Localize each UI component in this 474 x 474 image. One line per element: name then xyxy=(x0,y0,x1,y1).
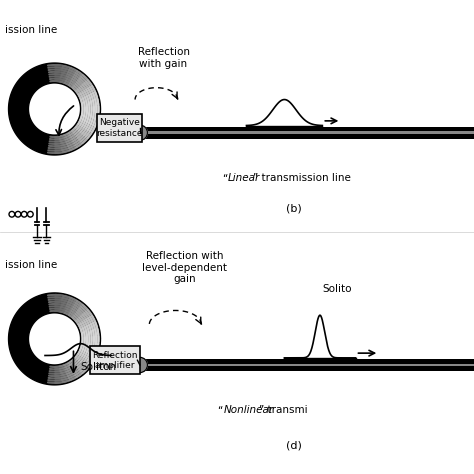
Text: Solito: Solito xyxy=(322,284,352,294)
Text: Nonlinear: Nonlinear xyxy=(223,405,273,415)
FancyBboxPatch shape xyxy=(140,359,474,371)
Text: Soliton: Soliton xyxy=(81,362,117,372)
FancyBboxPatch shape xyxy=(90,346,140,374)
Text: Reflection
amplifier: Reflection amplifier xyxy=(92,351,137,370)
Text: Reflection with
level-dependent
gain: Reflection with level-dependent gain xyxy=(142,251,228,284)
Text: ” transmission line: ” transmission line xyxy=(253,173,350,183)
FancyBboxPatch shape xyxy=(140,131,474,134)
Circle shape xyxy=(132,125,147,140)
Polygon shape xyxy=(9,63,100,155)
Circle shape xyxy=(132,357,147,373)
Text: ” transmi: ” transmi xyxy=(259,405,308,415)
Text: Negative
resistance: Negative resistance xyxy=(96,118,143,137)
FancyBboxPatch shape xyxy=(140,127,474,138)
Text: Linear: Linear xyxy=(228,173,260,183)
Text: “: “ xyxy=(222,173,227,183)
Text: ission line: ission line xyxy=(5,260,57,270)
Polygon shape xyxy=(9,293,100,385)
FancyBboxPatch shape xyxy=(140,364,474,366)
Text: (b): (b) xyxy=(286,204,302,214)
Text: (d): (d) xyxy=(286,441,302,451)
Text: ission line: ission line xyxy=(5,25,57,35)
Text: Reflection
with gain: Reflection with gain xyxy=(137,47,190,69)
FancyBboxPatch shape xyxy=(97,114,142,142)
Text: “: “ xyxy=(217,405,222,415)
